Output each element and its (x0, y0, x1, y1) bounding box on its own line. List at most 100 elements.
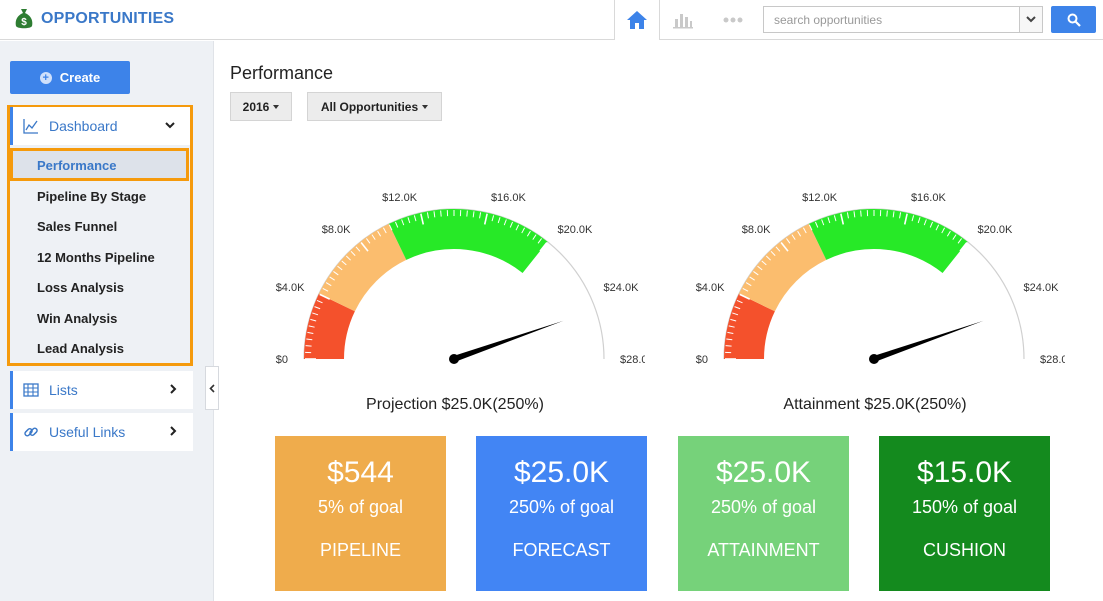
sidebar-subitem-pipeline-by-stage[interactable]: Pipeline By Stage (37, 189, 147, 204)
search-button[interactable] (1051, 6, 1096, 33)
gauge-tick (539, 242, 548, 252)
gauge-tick (333, 271, 339, 276)
gauge-tick (322, 287, 329, 292)
sidebar-subitem-12-months-pipeline[interactable]: 12 Months Pipeline (37, 250, 155, 265)
gauge-tick (537, 238, 542, 244)
card-value: $544 (327, 456, 394, 489)
card-value: $25.0K (715, 456, 812, 489)
gauge-tick-label: $0 (276, 354, 288, 366)
cushion-card[interactable]: $15.0K 150% of goal CUSHION (879, 436, 1050, 591)
chevron-right-icon (170, 426, 177, 436)
attainment-gauge-caption: Attainment $25.0K(250%) (783, 396, 967, 413)
money-bag-icon: $ (15, 9, 33, 29)
year-filter-dropdown[interactable]: 2016 (230, 92, 292, 121)
sidebar-subitem-loss-analysis[interactable]: Loss Analysis (37, 280, 124, 295)
sidebar-subitem-performance[interactable]: Performance (10, 148, 189, 181)
gauge-tick (377, 230, 382, 237)
gauge-tick (742, 287, 749, 292)
sidebar-item-lists[interactable]: Lists (10, 371, 193, 409)
sidebar-subitem-win-analysis[interactable]: Win Analysis (37, 311, 118, 326)
gauge-tick (319, 293, 331, 300)
sidebar-collapse-toggle[interactable] (205, 366, 219, 410)
gauge-tick (503, 219, 507, 226)
gauge-tick (466, 210, 468, 217)
gauge-tick (739, 293, 751, 300)
forecast-card[interactable]: $25.0K 250% of goal FORECAST (476, 436, 647, 591)
gauge-tick (957, 238, 962, 244)
gauge-tick (846, 212, 849, 219)
pipeline-card[interactable]: $544 5% of goal PIPELINE (275, 436, 446, 591)
gauge-band (388, 209, 548, 273)
chart-button[interactable] (660, 0, 706, 40)
scope-filter-dropdown[interactable]: All Opportunities (307, 92, 442, 121)
gauge-tick-label: $8.0K (742, 224, 771, 236)
gauge-tick-label: $16.0K (911, 192, 947, 204)
home-button[interactable] (614, 0, 660, 40)
search-icon (1067, 13, 1081, 27)
gauge-tick (497, 217, 501, 224)
gauge-tick-label: $4.0K (276, 282, 305, 294)
gauge-tick (821, 219, 825, 226)
card-value: $15.0K (916, 456, 1013, 489)
gauge-tick (797, 230, 802, 237)
gauge-tick (316, 299, 323, 304)
gauge-tick (308, 325, 315, 328)
gauge-tick (401, 219, 405, 226)
gauge-tick (853, 211, 856, 218)
gauge-tick (941, 227, 946, 234)
gauge-tick (749, 276, 755, 281)
gauge-needle (873, 320, 984, 362)
search-input[interactable] (763, 6, 1019, 33)
gauge-tick (923, 219, 927, 226)
gauge-tick (808, 224, 813, 231)
sidebar-subitem-lead-analysis[interactable]: Lead Analysis (37, 341, 124, 356)
gauge-tick (345, 255, 351, 261)
gauge-tick-label: $8.0K (322, 224, 351, 236)
gauge-tick (833, 215, 837, 222)
gauge-tick (509, 221, 514, 228)
gauge-tick (732, 312, 739, 316)
gauge-tick-label: $12.0K (802, 192, 838, 204)
chevron-right-icon (170, 384, 177, 394)
sidebar-item-dashboard[interactable]: Dashboard (10, 107, 190, 145)
gauge-tick (420, 213, 425, 225)
card-label: FORECAST (512, 540, 611, 560)
gauge-tick (791, 234, 796, 240)
top-bar: $ OPPORTUNITIES (0, 0, 1103, 40)
gauge-tick (483, 213, 488, 225)
gauge-tick (433, 211, 436, 218)
gauge-tick (366, 238, 371, 244)
create-button[interactable]: + Create (10, 61, 130, 94)
gauge-tick (305, 345, 312, 347)
chevron-down-icon (1026, 16, 1036, 23)
chevron-down-icon (165, 122, 175, 129)
attainment-card[interactable]: $25.0K 250% of goal ATTAINMENT (678, 436, 849, 591)
gauge-tick-label: $4.0K (696, 282, 725, 294)
card-goal: 5% of goal (317, 497, 404, 517)
gauge-tick (840, 213, 845, 225)
gauge-tick (727, 331, 734, 334)
gauge-tick (911, 215, 915, 222)
card-goal: 250% of goal (710, 497, 817, 517)
sidebar-item-label: Useful Links (49, 424, 126, 440)
more-button[interactable] (710, 0, 756, 40)
sidebar: + Create Dashboard Performance Pipeline … (0, 41, 214, 601)
sidebar-item-useful-links[interactable]: Useful Links (10, 413, 193, 451)
gauge-tick (491, 215, 495, 222)
table-icon (23, 383, 39, 397)
sidebar-subitem-sales-funnel[interactable]: Sales Funnel (37, 219, 118, 234)
gauge-tick (526, 230, 531, 237)
sidebar-item-label: Lists (49, 382, 78, 398)
gauge-tick (935, 224, 940, 231)
card-label: PIPELINE (319, 540, 402, 560)
search-dropdown-button[interactable] (1019, 6, 1043, 33)
gauge-tick (736, 299, 743, 304)
gauge-tick (312, 312, 319, 316)
gauge-tick-label: $28.0K (620, 354, 645, 366)
scope-filter-value: All Opportunities (320, 99, 419, 114)
card-label: CUSHION (922, 540, 1006, 560)
gauge-tick (929, 221, 934, 228)
gauge-tick-label: $20.0K (977, 224, 1013, 236)
gauge-band (724, 293, 775, 359)
chevron-left-icon (209, 383, 215, 393)
